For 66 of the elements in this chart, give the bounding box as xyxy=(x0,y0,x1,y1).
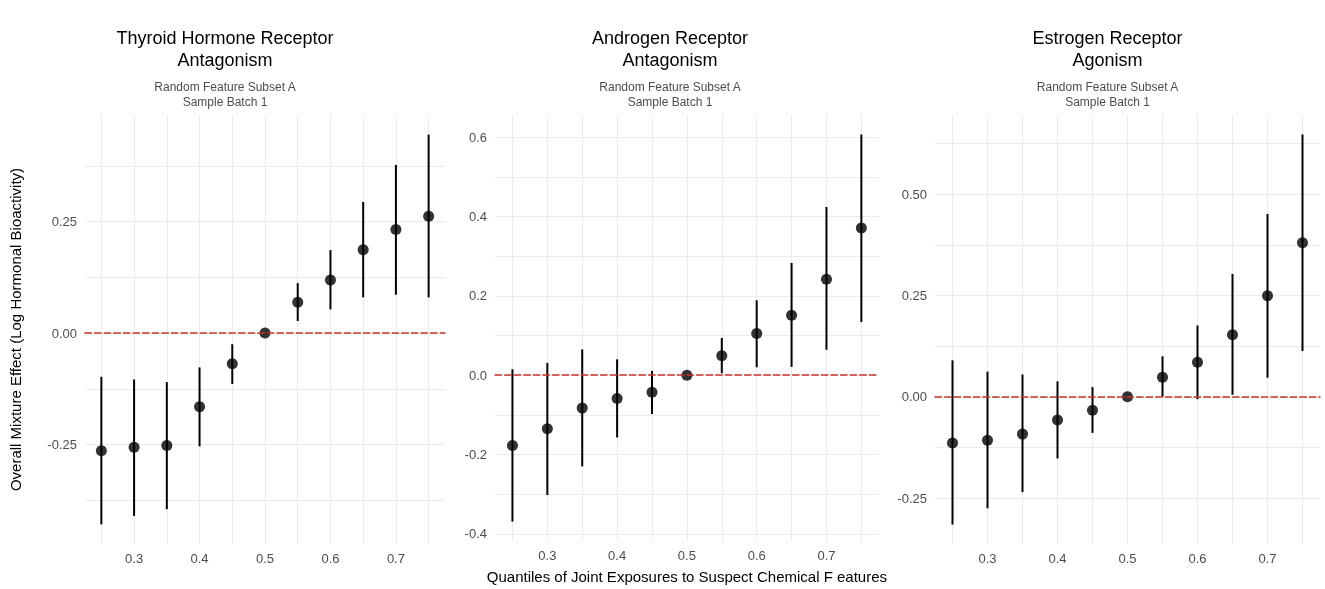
y-tick-label: 0.0 xyxy=(468,367,487,383)
point xyxy=(751,328,763,340)
x-tick-label: 0.7 xyxy=(817,548,836,563)
chart-title: Estrogen Receptor Agonism xyxy=(1032,28,1183,70)
point xyxy=(1297,237,1308,249)
point xyxy=(576,402,588,414)
x-tick-label: 0.4 xyxy=(190,551,209,566)
x-tick-label: 0.5 xyxy=(255,551,275,566)
y-tick-label: 0.4 xyxy=(468,209,487,225)
y-axis-title: Overall Mixture Effect (Log Hormonal Bioactivity) xyxy=(7,167,24,492)
x-tick-label: 0.5 xyxy=(677,548,696,563)
chart-subtitle: Random Feature Subset A Sample Batch 1 xyxy=(1036,79,1179,109)
y-tick-label: -0.25 xyxy=(47,437,77,453)
point xyxy=(1262,290,1273,302)
point xyxy=(716,350,728,362)
point xyxy=(161,439,173,451)
point xyxy=(1157,371,1168,383)
chart-subtitle: Random Feature Subset A Sample Batch 1 xyxy=(599,79,741,109)
point xyxy=(855,222,867,234)
point xyxy=(194,401,206,413)
chart-title: Thyroid Hormone Receptor Antagonism xyxy=(116,28,334,70)
y-tick-label: 0.25 xyxy=(51,214,77,230)
x-tick-label: 0.6 xyxy=(1188,551,1207,566)
point xyxy=(786,309,798,321)
y-tick-label: -0.25 xyxy=(897,490,927,506)
point xyxy=(423,210,435,222)
point xyxy=(128,441,140,453)
point xyxy=(1087,404,1098,416)
x-tick-label: 0.3 xyxy=(978,551,997,566)
point xyxy=(1052,414,1063,426)
point xyxy=(982,434,993,446)
x-tick-label: 0.7 xyxy=(386,551,405,566)
point xyxy=(541,423,553,435)
point xyxy=(292,296,304,308)
x-tick-label: 0.3 xyxy=(125,551,144,566)
x-tick-label: 0.4 xyxy=(608,548,627,563)
x-tick-label: 0.7 xyxy=(1258,551,1277,566)
y-tick-label: 0.6 xyxy=(468,129,487,145)
y-tick-label: -0.4 xyxy=(464,526,487,542)
y-tick-label: 0.50 xyxy=(901,186,927,202)
point xyxy=(357,244,369,256)
chart-title: Androgen Receptor Antagonism xyxy=(591,28,749,70)
y-tick-label: 0.25 xyxy=(901,287,927,303)
x-tick-label: 0.6 xyxy=(747,548,766,563)
point xyxy=(646,386,658,398)
y-tick-label: 0.2 xyxy=(468,288,487,304)
x-tick-label: 0.4 xyxy=(1048,551,1067,566)
point xyxy=(1227,329,1238,341)
x-tick-label: 0.5 xyxy=(1118,551,1137,566)
point xyxy=(226,358,238,370)
y-tick-label: 0.00 xyxy=(901,389,927,405)
x-tick-label: 0.6 xyxy=(321,551,340,566)
point xyxy=(1017,428,1028,440)
point xyxy=(820,273,832,285)
chart-subtitle: Random Feature Subset A Sample Batch 1 xyxy=(154,79,296,109)
point xyxy=(324,274,336,286)
point xyxy=(947,437,958,449)
y-tick-label: -0.2 xyxy=(464,447,487,463)
x-tick-label: 0.3 xyxy=(538,548,557,563)
point xyxy=(95,445,107,457)
x-axis-title: Quantiles of Joint Exposures to Suspect Chemical F eatures xyxy=(486,568,887,585)
point xyxy=(1192,356,1203,368)
y-tick-label: 0.00 xyxy=(51,325,77,341)
point xyxy=(390,224,402,236)
point xyxy=(611,393,623,405)
point xyxy=(506,439,518,451)
